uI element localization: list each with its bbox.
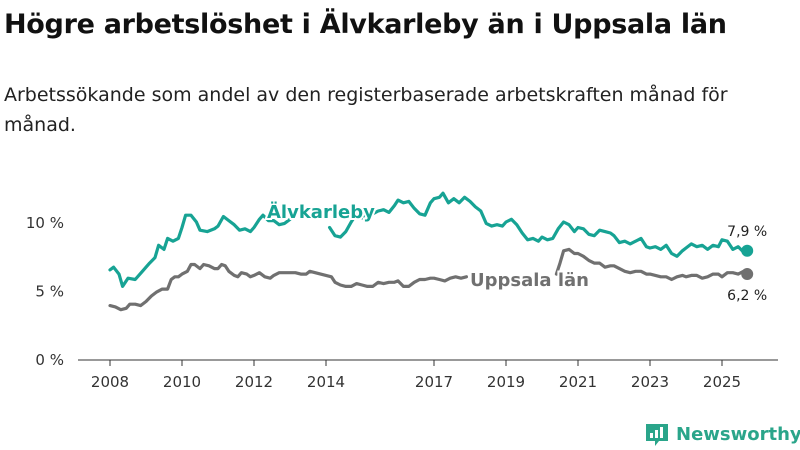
series-line-uppsala-lan — [108, 262, 468, 312]
series-line-uppsala-lan — [554, 247, 749, 282]
y-tick-label: 10 % — [26, 214, 64, 232]
y-tick-label: 0 % — [35, 351, 64, 369]
x-tick-label: 2019 — [487, 373, 525, 391]
x-tick-label: 2008 — [91, 373, 129, 391]
brand-name: Newsworthy — [676, 423, 800, 445]
series-name-label-uppsala-lan: Uppsala län — [470, 270, 589, 291]
x-tick-label: 2014 — [307, 373, 345, 391]
chart-title: Högre arbetslöshet i Älvkarleby än i Upp… — [4, 9, 727, 40]
x-tick-label: 2010 — [163, 373, 201, 391]
x-tick-label: 2021 — [559, 373, 597, 391]
newsworthy-logo: Newsworthy — [644, 421, 800, 447]
series-line-alvkarleby — [108, 213, 292, 288]
x-axis: 2008 2010 2012 2014 2017 2019 2021 2023 2025 — [91, 360, 741, 391]
line-chart: 0 %5 %10 % 2008 2010 2012 2014 2017 2019 2021 2… — [26, 191, 778, 391]
x-tick-label: 2023 — [631, 373, 669, 391]
end-point-uppsala-lan — [741, 268, 754, 281]
series-labels: 7,9 % 6,2 % Älvkarleby Uppsala län — [265, 199, 767, 304]
series-name-label-alvkarleby: Älvkarleby — [267, 201, 375, 223]
newsworthy-logo-icon — [646, 424, 668, 446]
series-line-alvkarleby — [328, 191, 749, 258]
end-value-label-uppsala-lan: 6,2 % — [727, 288, 767, 304]
y-axis: 0 % 5 % 10 % — [26, 214, 64, 369]
end-point-alvkarleby — [741, 244, 754, 257]
x-tick-label: 2012 — [235, 373, 273, 391]
series-lines — [108, 191, 754, 312]
chart-subtitle: Arbetssökande som andel av den registerb… — [4, 84, 728, 136]
y-tick-label: 5 % — [35, 283, 64, 301]
end-value-label-alvkarleby: 7,9 % — [727, 224, 767, 240]
x-tick-label: 2025 — [703, 373, 741, 391]
x-tick-label: 2017 — [415, 373, 453, 391]
